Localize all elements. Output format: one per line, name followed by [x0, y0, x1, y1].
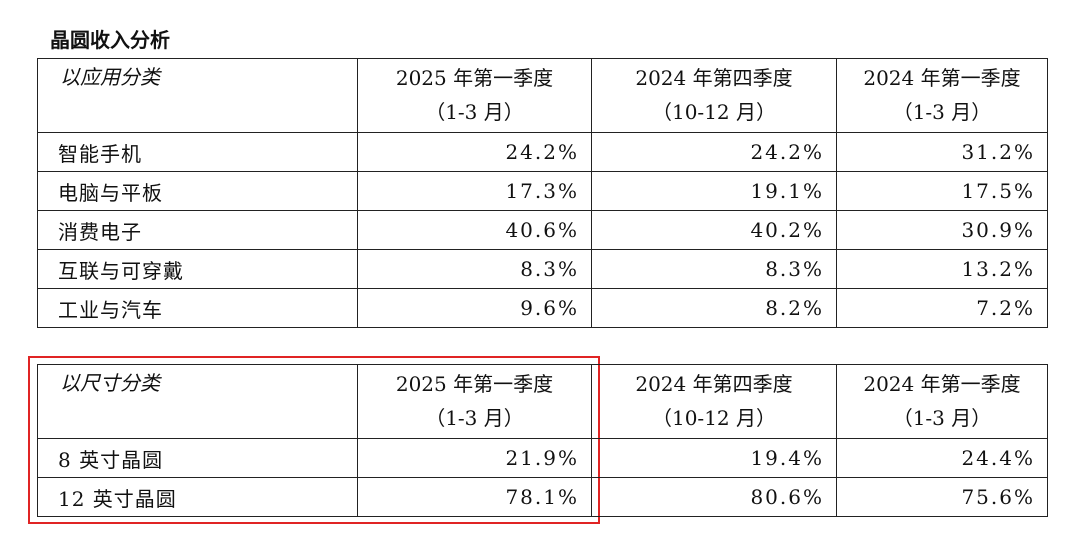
table-row: 智能手机 24.2% 24.2% 31.2% — [37, 132, 1048, 172]
months: （1-3 月） — [425, 406, 524, 430]
months: （10-12 月） — [651, 406, 776, 430]
category-header: 以尺寸分类 — [37, 364, 358, 439]
row-label: 工业与汽车 — [37, 288, 358, 328]
table-row: 电脑与平板 17.3% 19.1% 17.5% — [37, 171, 1048, 211]
row-label: 8 英寸晶圆 — [37, 438, 358, 478]
value-cell: 80.6% — [591, 477, 837, 517]
header-row: 以应用分类 2025 年第一季度 （1-3 月） 2024 年第四季度 （10-12 月… — [37, 58, 1048, 133]
period-header: 2024 年第一季度 （1-3 月） — [836, 58, 1048, 133]
period-header: 2025 年第一季度 （1-3 月） — [357, 58, 592, 133]
value-cell: 17.5% — [836, 171, 1048, 211]
value-cell: 13.2% — [836, 249, 1048, 289]
table-row: 互联与可穿戴 8.3% 8.3% 13.2% — [37, 249, 1048, 289]
quarter: 2024 年第一季度 — [863, 372, 1021, 396]
value-cell: 40.6% — [357, 210, 592, 250]
quarter: 2025 年第一季度 — [395, 372, 554, 396]
row-label: 智能手机 — [37, 132, 358, 172]
value-cell: 19.1% — [591, 171, 837, 211]
value-cell: 19.4% — [591, 438, 837, 478]
quarter: 2025 年第一季度 — [395, 66, 554, 90]
value-cell: 8.3% — [591, 249, 837, 289]
value-cell: 21.9% — [357, 438, 592, 478]
period-header: 2024 年第一季度 （1-3 月） — [836, 364, 1048, 439]
months: （1-3 月） — [425, 100, 524, 124]
value-cell: 24.2% — [357, 132, 592, 172]
months: （1-3 月） — [892, 406, 992, 430]
title: 晶圆收入分析 — [50, 28, 170, 52]
row-label: 电脑与平板 — [37, 171, 358, 211]
value-cell: 40.2% — [591, 210, 837, 250]
header-row: 以尺寸分类 2025 年第一季度 （1-3 月） 2024 年第四季度 （10-12 月… — [37, 364, 1048, 439]
value-cell: 31.2% — [836, 132, 1048, 172]
value-cell: 30.9% — [836, 210, 1048, 250]
value-cell: 8.2% — [591, 288, 837, 328]
months: （1-3 月） — [892, 100, 992, 124]
quarter: 2024 年第四季度 — [635, 66, 793, 90]
table-row: 工业与汽车 9.6% 8.2% 7.2% — [37, 288, 1048, 328]
value-cell: 75.6% — [836, 477, 1048, 517]
row-label: 12 英寸晶圆 — [37, 477, 358, 517]
quarter: 2024 年第一季度 — [863, 66, 1021, 90]
period-header: 2025 年第一季度 （1-3 月） — [357, 364, 592, 439]
months: （10-12 月） — [651, 100, 776, 124]
quarter: 2024 年第四季度 — [635, 372, 793, 396]
data-table: 以应用分类 2025 年第一季度 （1-3 月） 2024 年第四季度 （10-12 月… — [37, 58, 1048, 328]
table-row: 消费电子 40.6% 40.2% 30.9% — [37, 210, 1048, 250]
data-table: 以尺寸分类 2025 年第一季度 （1-3 月） 2024 年第四季度 （10-12 月… — [37, 364, 1048, 517]
row-label: 消费电子 — [37, 210, 358, 250]
row-label: 互联与可穿戴 — [37, 249, 358, 289]
value-cell: 24.2% — [591, 132, 837, 172]
value-cell: 7.2% — [836, 288, 1048, 328]
table-row: 8 英寸晶圆 21.9% 19.4% 24.4% — [37, 438, 1048, 478]
table-row: 12 英寸晶圆 78.1% 80.6% 75.6% — [37, 477, 1048, 517]
value-cell: 8.3% — [357, 249, 592, 289]
value-cell: 24.4% — [836, 438, 1048, 478]
period-header: 2024 年第四季度 （10-12 月） — [591, 364, 837, 439]
value-cell: 9.6% — [357, 288, 592, 328]
period-header: 2024 年第四季度 （10-12 月） — [591, 58, 837, 133]
value-cell: 78.1% — [357, 477, 592, 517]
category-header: 以应用分类 — [37, 58, 358, 133]
value-cell: 17.3% — [357, 171, 592, 211]
